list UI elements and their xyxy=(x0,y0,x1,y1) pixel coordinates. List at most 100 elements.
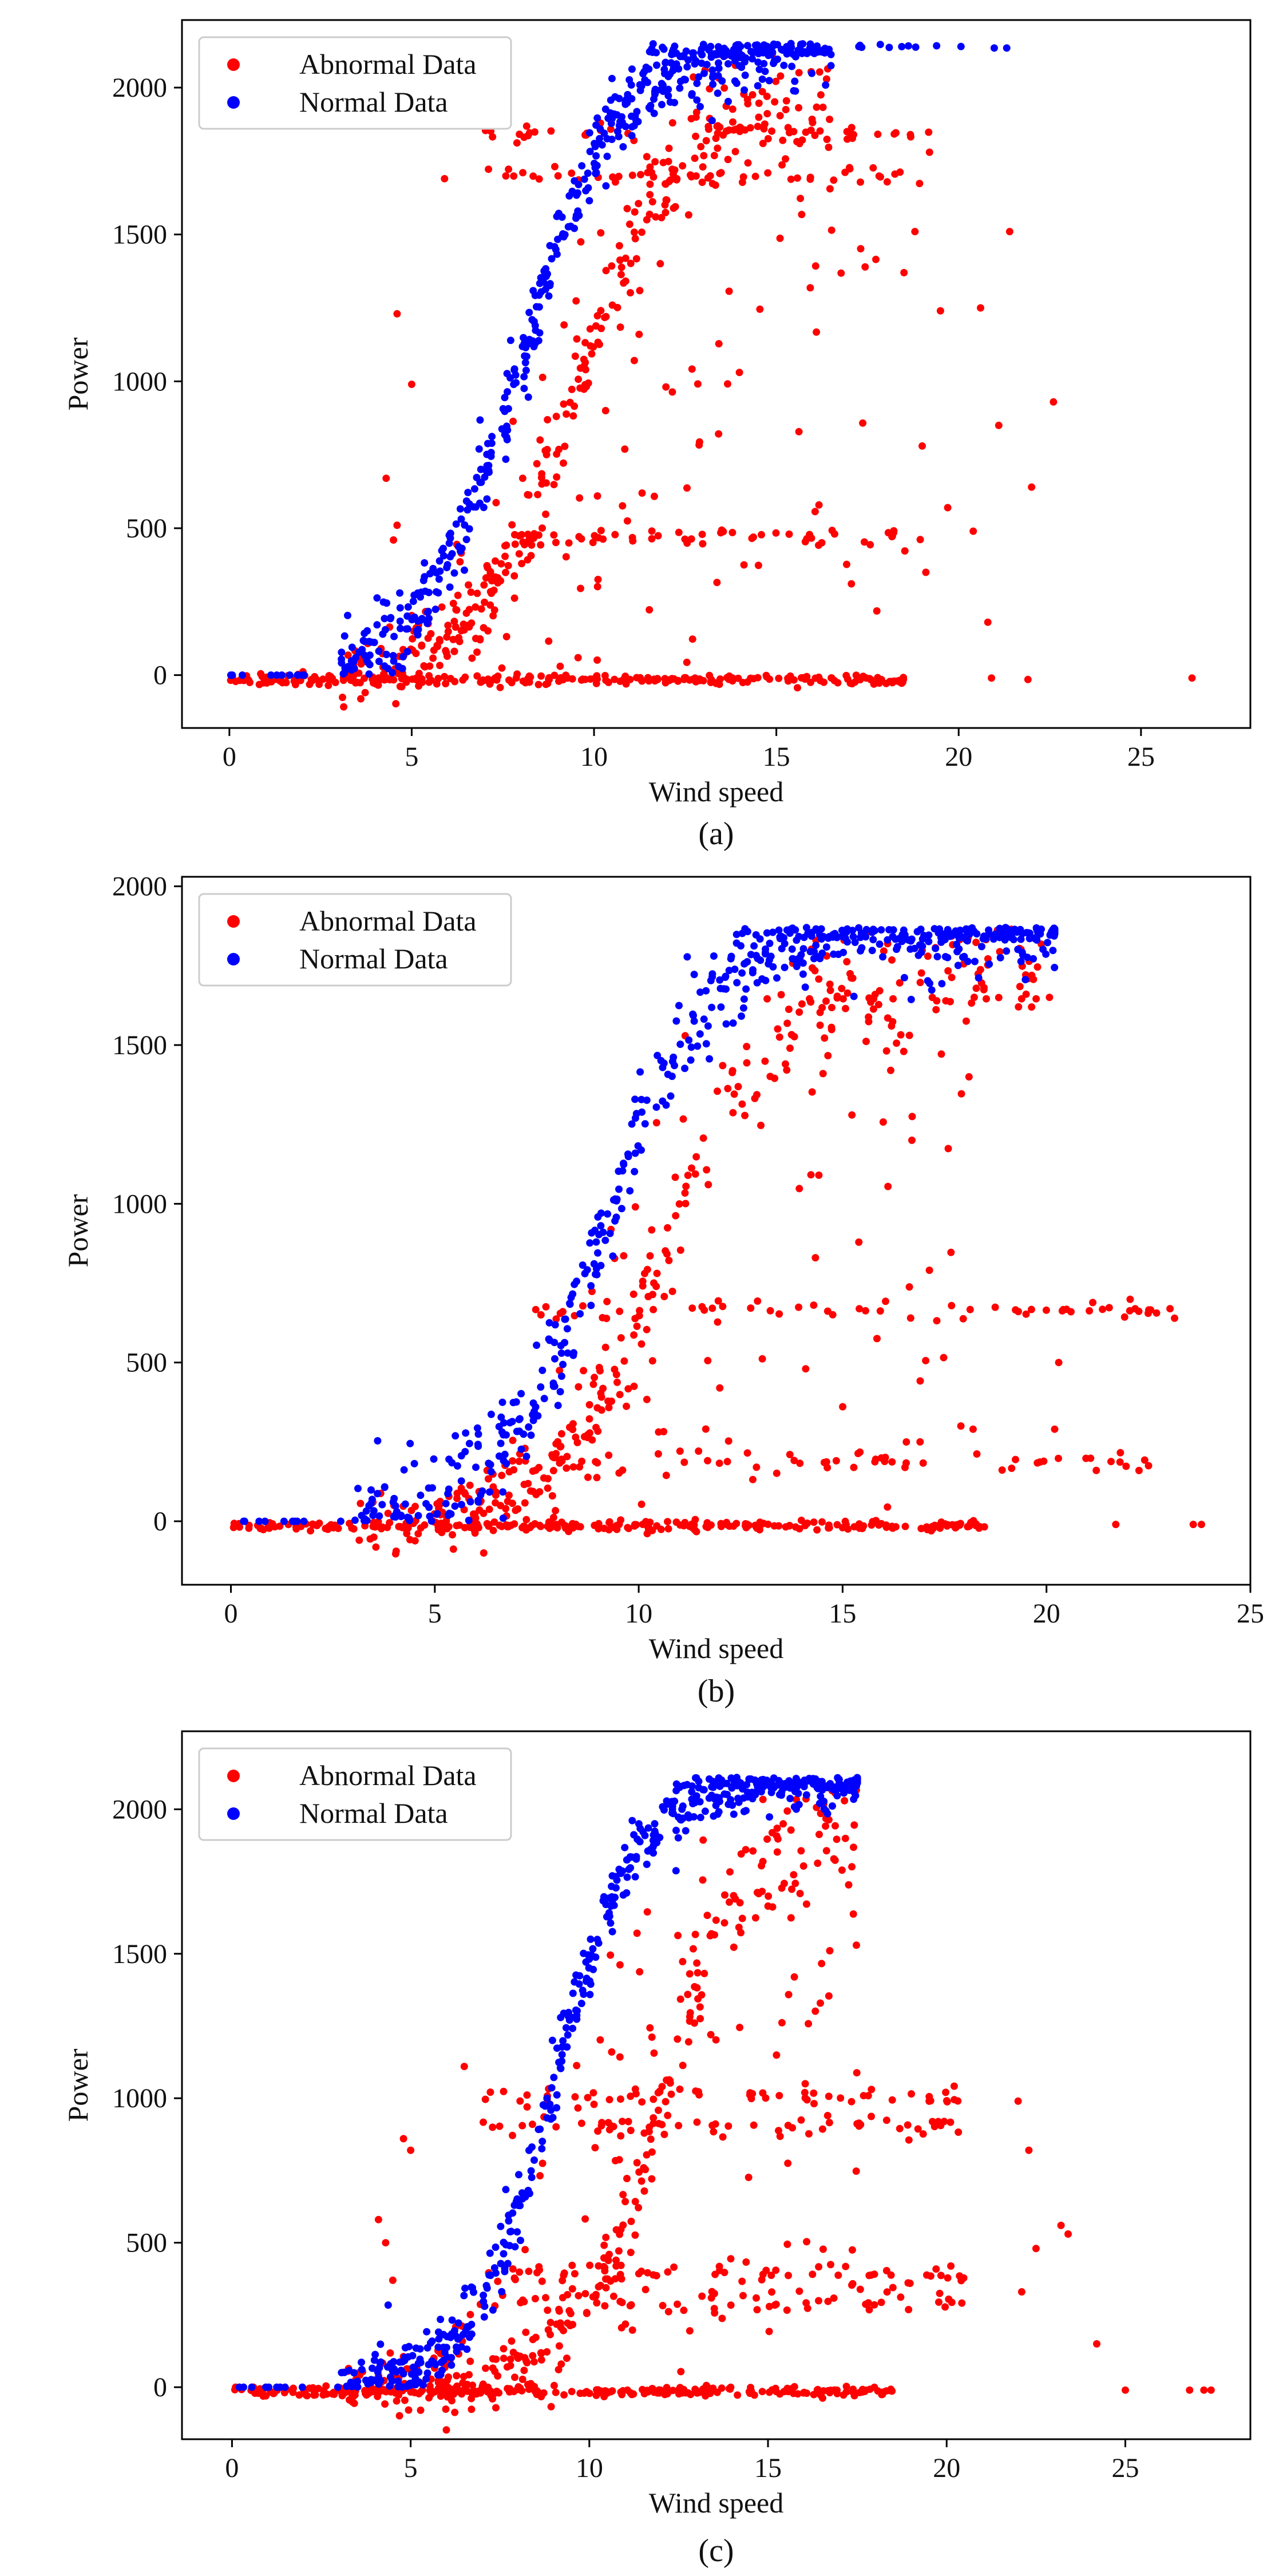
abnormal-point-c xyxy=(609,2292,617,2300)
y-tick-label: 1000 xyxy=(112,2083,167,2114)
abnormal-point-c xyxy=(489,2123,497,2131)
abnormal-point-b xyxy=(747,1304,755,1312)
abnormal-point-c xyxy=(958,2299,966,2307)
normal-point-c xyxy=(735,1798,743,1806)
normal-point-b xyxy=(996,933,1004,941)
abnormal-point-b xyxy=(862,1038,870,1046)
abnormal-point-c xyxy=(1025,2146,1033,2154)
abnormal-point-c xyxy=(1032,2245,1040,2253)
normal-point-b xyxy=(444,1511,452,1520)
abnormal-point-b xyxy=(807,998,815,1006)
normal-point-a xyxy=(525,308,533,316)
abnormal-point-c xyxy=(633,1929,641,1937)
normal-point-c xyxy=(450,2327,458,2334)
abnormal-point-b xyxy=(1008,1465,1016,1472)
normal-point-c xyxy=(844,1778,852,1786)
x-axis-label-b: Wind speed xyxy=(649,1632,783,1664)
normal-point-c xyxy=(448,2316,456,2324)
abnormal-point-a xyxy=(638,489,646,497)
abnormal-point-c xyxy=(773,1832,781,1840)
normal-point-c xyxy=(682,1827,690,1835)
abnormal-point-a xyxy=(648,535,656,543)
normal-point-c xyxy=(539,2101,547,2109)
normal-point-c xyxy=(398,2383,406,2391)
abnormal-point-c xyxy=(803,2389,811,2397)
abnormal-point-b xyxy=(515,1457,523,1465)
abnormal-point-b xyxy=(773,1469,781,1477)
normal-point-c xyxy=(492,2243,500,2251)
abnormal-point-b xyxy=(699,1134,707,1142)
abnormal-point-c xyxy=(670,2263,678,2271)
abnormal-point-b xyxy=(535,1463,543,1471)
abnormal-point-c xyxy=(628,2326,636,2334)
abnormal-point-a xyxy=(508,679,516,687)
abnormal-point-b xyxy=(350,1525,358,1533)
normal-point-b xyxy=(985,926,993,934)
normal-point-b xyxy=(599,1228,607,1236)
abnormal-point-a xyxy=(692,132,700,140)
abnormal-point-c xyxy=(543,2348,551,2356)
normal-point-b xyxy=(857,933,865,941)
abnormal-point-c xyxy=(550,2381,558,2389)
abnormal-point-a xyxy=(723,127,731,135)
normal-point-b xyxy=(851,939,859,946)
abnormal-point-a xyxy=(493,676,501,684)
abnormal-point-a xyxy=(581,339,589,347)
normal-point-c xyxy=(425,2361,433,2369)
abnormal-point-c xyxy=(647,2135,655,2143)
normal-point-a xyxy=(580,175,588,183)
abnormal-point-b xyxy=(775,1310,783,1318)
abnormal-point-a xyxy=(584,379,592,387)
normal-point-b xyxy=(397,1511,405,1520)
abnormal-point-c xyxy=(674,2035,682,2043)
normal-point-a xyxy=(528,316,536,324)
normal-point-b xyxy=(763,929,771,937)
abnormal-point-b xyxy=(1089,1299,1097,1307)
normal-point-b xyxy=(612,1213,620,1221)
abnormal-point-a xyxy=(473,672,481,680)
abnormal-point-a xyxy=(901,547,909,555)
abnormal-point-c xyxy=(528,2120,536,2128)
abnormal-point-c xyxy=(773,1848,781,1856)
abnormal-point-a xyxy=(662,383,670,391)
x-tick-label: 10 xyxy=(580,742,608,772)
abnormal-point-c xyxy=(667,2090,675,2098)
normal-point-a xyxy=(510,366,518,374)
abnormal-point-c xyxy=(532,2388,540,2396)
abnormal-point-b xyxy=(1046,994,1054,1002)
normal-point-a xyxy=(708,66,716,74)
abnormal-point-a xyxy=(311,672,319,680)
normal-point-a xyxy=(520,373,528,381)
abnormal-point-a xyxy=(504,561,512,569)
normal-point-c xyxy=(430,2359,438,2367)
normal-point-c xyxy=(595,1939,603,1947)
abnormal-point-b xyxy=(572,1433,580,1441)
abnormal-point-a xyxy=(644,674,652,682)
normal-point-b xyxy=(775,926,783,934)
abnormal-point-a xyxy=(574,654,582,662)
abnormal-point-c xyxy=(530,2358,538,2366)
abnormal-point-a xyxy=(386,676,394,684)
abnormal-point-b xyxy=(700,1306,708,1314)
normal-point-c xyxy=(504,2260,512,2268)
abnormal-point-c xyxy=(512,2276,519,2284)
abnormal-point-b xyxy=(916,1438,924,1446)
normal-point-a xyxy=(628,132,636,140)
legend-marker-abnormal-c xyxy=(227,1770,240,1782)
abnormal-point-a xyxy=(538,470,546,478)
normal-point-b xyxy=(498,1398,506,1406)
normal-point-c xyxy=(343,2383,351,2390)
abnormal-point-c xyxy=(759,2089,767,2097)
abnormal-point-a xyxy=(538,373,547,381)
normal-point-a xyxy=(382,651,390,658)
abnormal-point-c xyxy=(865,2306,873,2314)
abnormal-point-a xyxy=(654,675,662,683)
normal-point-b xyxy=(427,1517,435,1525)
normal-point-b xyxy=(791,926,799,934)
abnormal-point-a xyxy=(513,670,521,678)
abnormal-point-b xyxy=(664,1518,671,1526)
abnormal-point-b xyxy=(947,998,954,1006)
abnormal-point-a xyxy=(561,442,569,450)
normal-point-a xyxy=(417,616,425,624)
